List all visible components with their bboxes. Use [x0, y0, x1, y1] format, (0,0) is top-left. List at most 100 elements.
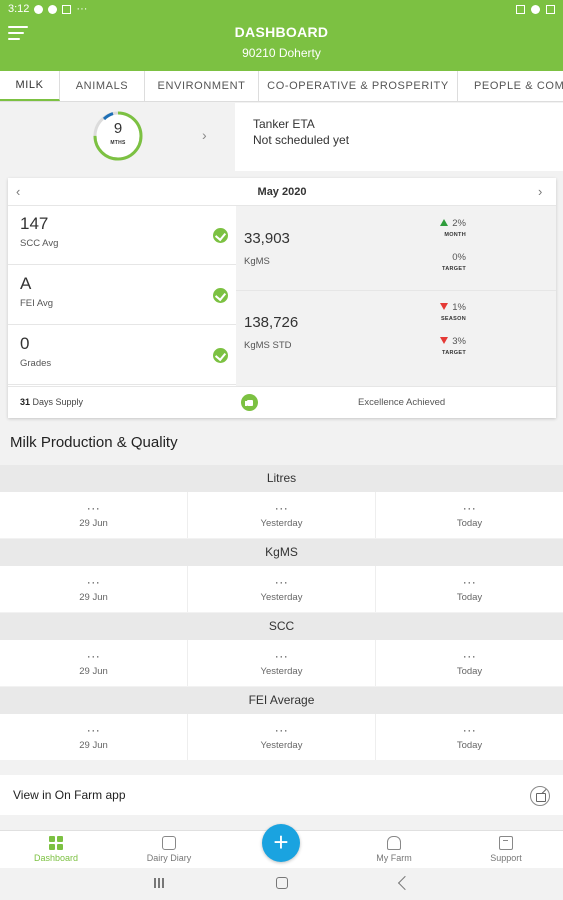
scc-avg-value: 147	[20, 214, 49, 233]
kgms-panel: 33,903 KgMS 2% MONTH 0% TARGET 138,726 K…	[236, 206, 556, 386]
metric-row-kgms: ··· 29 Jun ··· Yesterday ··· Today	[0, 566, 563, 612]
check-icon	[213, 348, 228, 363]
metric-cell: ··· Today	[456, 501, 483, 529]
kgms-value: 33,903	[244, 230, 290, 247]
check-icon	[213, 288, 228, 303]
tanker-eta-title: Tanker ETA	[253, 117, 315, 131]
scc-avg-label: SCC Avg	[20, 238, 59, 249]
progress-ring	[93, 111, 143, 161]
tab-co-operative-prosperity[interactable]: CO-OPERATIVE & PROSPERITY	[259, 71, 458, 101]
grades-label: Grades	[20, 358, 52, 369]
metric-cell: ··· Today	[456, 575, 483, 603]
tab-people-community[interactable]: PEOPLE & COMMUNITY	[458, 71, 563, 101]
kgms-season-indicator: 1% SEASON	[440, 302, 466, 322]
fei-avg-cell: A FEI Avg	[8, 266, 236, 325]
kgms-month-indicator: 2% MONTH	[440, 218, 466, 238]
back-icon[interactable]	[397, 875, 413, 891]
fei-avg-label: FEI Avg	[20, 298, 54, 309]
info-icon	[48, 4, 58, 14]
months-unit: MTHS	[110, 140, 126, 146]
metric-cell: ··· Yesterday	[188, 492, 376, 538]
metric-header-fei-average: FEI Average	[0, 687, 563, 714]
arrow-down-icon	[440, 303, 449, 310]
app-bar: DASHBOARD 90210 Doherty	[0, 18, 563, 71]
months-value: 9	[113, 120, 123, 137]
arrow-up-icon	[440, 219, 449, 226]
tab-animals[interactable]: ANIMALS	[60, 71, 145, 101]
chevron-right-icon[interactable]: ›	[202, 127, 207, 143]
image-icon	[62, 4, 72, 14]
scc-avg-cell: 147 SCC Avg	[8, 206, 236, 265]
external-link-icon[interactable]	[530, 786, 550, 806]
status-bar: 3:12 ···	[0, 0, 563, 18]
metric-cell: ··· Yesterday	[188, 640, 376, 686]
kgms-std-target-indicator: 3% TARGET	[440, 336, 466, 356]
season-progress[interactable]: 9 MTHS ›	[0, 103, 234, 171]
tab-bar: MILK ANIMALS ENVIRONMENT CO-OPERATIVE & …	[0, 71, 563, 102]
overview-row: 9 MTHS › Tanker ETA Not scheduled yet	[0, 103, 563, 171]
metric-row-litres: ··· 29 Jun ··· Yesterday ··· Today	[0, 492, 563, 538]
mute-icon	[516, 4, 525, 14]
farm-name: 90210 Doherty	[242, 46, 321, 60]
days-supply: 31 Days Supply	[20, 397, 84, 407]
month-selector: ‹ May 2020 ›	[8, 178, 556, 206]
view-in-on-farm-app-link[interactable]: View in On Farm app	[0, 775, 563, 815]
metric-row-scc: ··· 29 Jun ··· Yesterday ··· Today	[0, 640, 563, 686]
nav-dashboard[interactable]: Dashboard	[11, 831, 101, 869]
month-label: May 2020	[257, 186, 307, 198]
divider	[236, 290, 556, 291]
wifi-icon	[531, 4, 540, 14]
battery-icon	[546, 4, 555, 14]
tab-milk[interactable]: MILK	[0, 71, 60, 101]
tanker-eta-panel: Tanker ETA Not scheduled yet	[235, 103, 563, 171]
monthly-summary-card: ‹ May 2020 › 147 SCC Avg A FEI Avg 0 Gra…	[8, 178, 556, 418]
nav-dairy-diary[interactable]: Dairy Diary	[124, 831, 214, 869]
kgms-std-value: 138,726	[244, 314, 299, 331]
summary-footer: 31 Days Supply Excellence Achieved	[8, 386, 556, 418]
excellence-status: Excellence Achieved	[358, 397, 446, 408]
metric-cell: ··· 29 Jun	[0, 492, 188, 538]
thumbs-up-icon	[241, 394, 258, 411]
metric-cell: ··· 29 Jun	[0, 566, 188, 612]
nav-support[interactable]: Support	[461, 831, 551, 869]
system-navigation	[0, 868, 563, 900]
page-title: DASHBOARD	[234, 24, 329, 40]
link-label: View in On Farm app	[13, 788, 126, 802]
metric-cell: ··· Today	[456, 649, 483, 677]
grades-value: 0	[20, 334, 30, 353]
metric-cell: ··· Yesterday	[188, 714, 376, 760]
dairy-diary-icon	[162, 836, 176, 850]
home-icon[interactable]	[276, 877, 288, 889]
metric-cell: ··· Yesterday	[188, 566, 376, 612]
fei-avg-value: A	[20, 274, 32, 293]
kgms-cell: 33,903 KgMS 2% MONTH 0% TARGET	[236, 206, 556, 290]
more-notifications-icon: ···	[76, 3, 88, 15]
metric-header-kgms: KgMS	[0, 539, 563, 566]
tab-environment[interactable]: ENVIRONMENT	[145, 71, 259, 101]
kgms-target-indicator: 0% TARGET	[441, 252, 466, 272]
metric-cell: ··· Today	[456, 723, 483, 751]
metric-cell: ··· 29 Jun	[0, 714, 188, 760]
kgms-label: KgMS	[244, 256, 270, 267]
clock: 3:12	[8, 3, 30, 15]
previous-month-icon[interactable]: ‹	[16, 184, 21, 199]
recent-apps-icon[interactable]	[153, 877, 165, 889]
support-icon	[499, 836, 513, 850]
menu-icon[interactable]	[8, 26, 30, 42]
grades-cell: 0 Grades	[8, 326, 236, 385]
section-title: Milk Production & Quality	[10, 434, 178, 451]
metric-header-litres: Litres	[0, 465, 563, 492]
check-icon	[213, 228, 228, 243]
metric-header-scc: SCC	[0, 613, 563, 640]
my-farm-icon	[387, 836, 401, 850]
kgms-std-label: KgMS STD	[244, 340, 292, 351]
next-month-icon[interactable]: ›	[538, 184, 543, 199]
kgms-std-cell: 138,726 KgMS STD 1% SEASON 3% TARGET	[236, 290, 556, 374]
dashboard-grid-icon	[49, 836, 63, 850]
metric-cell: ··· 29 Jun	[0, 640, 188, 686]
nav-my-farm[interactable]: My Farm	[349, 831, 439, 869]
add-button[interactable]: +	[262, 824, 300, 862]
notification-icon	[34, 4, 44, 14]
metric-row-fei-average: ··· 29 Jun ··· Yesterday ··· Today	[0, 714, 563, 760]
tanker-eta-status: Not scheduled yet	[253, 133, 350, 147]
